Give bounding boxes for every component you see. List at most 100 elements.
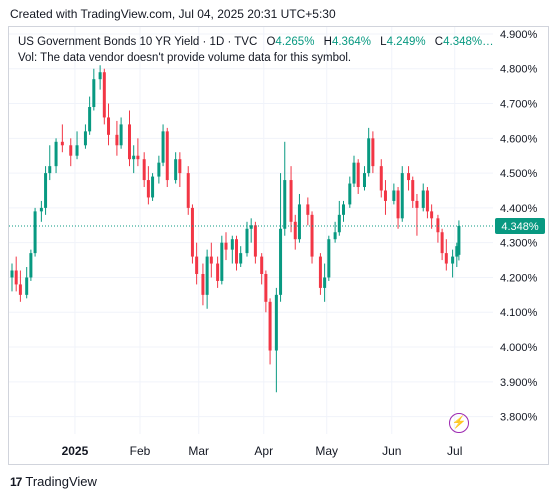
candle-body (425, 190, 429, 212)
candle-body (18, 284, 22, 295)
candle-body (142, 159, 146, 181)
candle-body (216, 263, 220, 281)
candle-body (362, 173, 366, 188)
candle-body (136, 155, 140, 160)
x-tick-label: Jun (382, 444, 401, 458)
candle-body (107, 117, 111, 135)
candle-body (457, 225, 461, 255)
candle-body (205, 256, 209, 295)
candle-body (421, 190, 425, 208)
candle-body (174, 159, 178, 181)
brand-name: TradingView (25, 474, 97, 489)
candle-body (127, 124, 131, 160)
y-tick-label: 4.100% (500, 307, 538, 319)
candle-body (157, 162, 161, 177)
candle-body (14, 270, 18, 285)
candle-body (39, 207, 43, 212)
x-tick-label: Mar (188, 444, 209, 458)
candle-body (440, 232, 444, 254)
candle-body (190, 207, 194, 257)
candle-body (415, 200, 419, 208)
candle-body (54, 141, 58, 167)
candle-body (83, 131, 87, 146)
candle-body (29, 253, 33, 278)
candle-body (69, 145, 73, 156)
candle-body (400, 173, 404, 219)
candle-body (327, 239, 331, 278)
candle-body (274, 294, 278, 351)
candle-body (235, 239, 238, 264)
candle-body (220, 242, 224, 281)
y-tick-label: 4.300% (500, 238, 538, 250)
candle-body (119, 124, 123, 146)
volume-note: Vol: The data vendor doesn't provide vol… (18, 52, 352, 64)
candle-body (283, 180, 287, 229)
candle-body (75, 145, 79, 156)
candle-body (178, 159, 182, 174)
candle-body (392, 190, 396, 201)
candle-body (352, 162, 356, 184)
candle-body (10, 270, 14, 278)
candle-body (333, 232, 337, 240)
candle-body (379, 166, 383, 191)
candle-body (455, 246, 459, 257)
candle-body (186, 173, 190, 208)
candle-body (253, 225, 257, 257)
candle-body (245, 228, 249, 254)
candle-body (451, 256, 455, 264)
open-label: O (266, 36, 276, 48)
last-price-tag (495, 217, 545, 234)
y-tick-label: 4.900% (500, 29, 538, 41)
candle-body (224, 242, 228, 250)
candle-body (44, 173, 48, 208)
candle-body (249, 225, 253, 229)
candle-body (239, 253, 243, 264)
y-tick-label: 4.600% (500, 133, 538, 145)
low-value: 4.249% (386, 36, 426, 48)
candle-body (411, 180, 415, 201)
candle-body (264, 273, 268, 302)
lightning-icon[interactable]: ⚡ (449, 413, 469, 433)
candle-body (151, 176, 155, 198)
candle-body (318, 256, 322, 288)
candle-body (209, 256, 213, 264)
candle-body (146, 180, 150, 198)
y-tick-label: 3.800% (500, 412, 538, 424)
candle-body (195, 256, 199, 274)
tradingview-logo-icon: 17 (10, 474, 22, 489)
high-label: H (323, 36, 332, 48)
candle-body (323, 277, 327, 288)
candle-body (88, 107, 92, 132)
x-tick-label: Apr (254, 444, 273, 458)
candle-body (260, 256, 264, 274)
tradingview-branding[interactable]: 17 TradingView (10, 474, 97, 489)
candle-body (102, 72, 106, 118)
close-value: 4.348%… (443, 36, 494, 48)
candle-body (92, 79, 96, 108)
candle-body (25, 277, 29, 295)
candle-body (98, 72, 102, 80)
candle-body (436, 218, 440, 233)
chart-frame (8, 26, 549, 465)
candle-body (297, 204, 301, 240)
candle-body (161, 131, 165, 163)
candle-body (132, 155, 136, 160)
x-tick-label: Feb (130, 444, 151, 458)
candle-body (310, 214, 314, 257)
y-tick-label: 4.700% (500, 99, 538, 111)
candle-body (337, 214, 341, 233)
y-tick-label: 3.900% (500, 377, 538, 389)
y-tick-label: 4.000% (500, 342, 538, 354)
candle-body (306, 204, 310, 215)
candle-body (293, 221, 297, 240)
candle-body (268, 301, 272, 351)
candle-body (367, 138, 371, 174)
chart-caption: Created with TradingView.com, Jul 04, 20… (10, 7, 336, 21)
candle-body (48, 166, 52, 174)
open-value: 4.265% (275, 36, 315, 48)
close-label: C (434, 36, 444, 48)
candle-body (383, 190, 387, 201)
high-value: 4.364% (331, 36, 371, 48)
candle-body (430, 211, 434, 219)
